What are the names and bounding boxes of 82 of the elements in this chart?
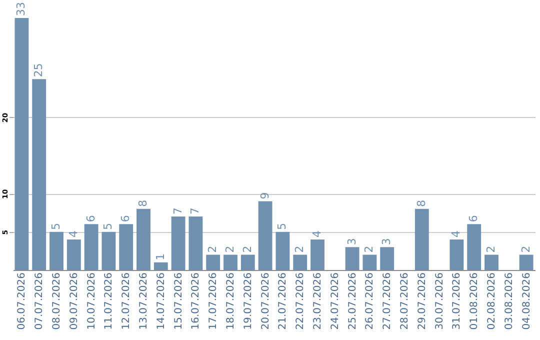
x-tick-label: 18.07.2026 — [226, 272, 236, 330]
data-label: 2 — [362, 246, 376, 253]
x-tick-label: 03.08.2026 — [504, 272, 515, 330]
x-tick-label: 17.07.2026 — [208, 272, 220, 330]
bar — [84, 224, 98, 270]
data-label: 7 — [171, 208, 184, 215]
x-tick-label: 06.07.2026 — [16, 272, 28, 330]
data-label: 4 — [310, 230, 324, 238]
bar — [206, 254, 220, 270]
x-tick-label: 12.07.2026 — [121, 272, 132, 330]
data-label: 4 — [450, 230, 463, 238]
bar — [450, 239, 464, 270]
x-tick-label: 11.07.2026 — [104, 272, 115, 330]
bar — [171, 216, 186, 270]
bar — [119, 224, 134, 270]
bar — [276, 232, 290, 270]
bar — [14, 18, 29, 270]
x-tick-label: 20.07.2026 — [260, 272, 272, 330]
x-tick-label: 16.07.2026 — [190, 272, 202, 330]
data-label: 6 — [119, 215, 132, 222]
bar — [66, 239, 81, 270]
bar — [362, 254, 377, 270]
data-label: 2 — [484, 246, 498, 253]
bar — [380, 247, 394, 270]
data-label: 1 — [154, 253, 167, 260]
x-tick-label: 29.07.2026 — [416, 272, 428, 330]
x-tick-label: 15.07.2026 — [173, 272, 184, 330]
bar — [188, 216, 203, 270]
x-tick-label: 23.07.2026 — [312, 272, 324, 330]
bar — [32, 79, 46, 270]
data-label: 2 — [206, 246, 220, 253]
x-tick-label: 04.08.2026 — [521, 272, 532, 330]
bar — [154, 262, 168, 270]
x-tick-label: 13.07.2026 — [138, 272, 150, 330]
bar — [293, 254, 308, 270]
x-tick-label: 28.07.2026 — [400, 272, 410, 330]
data-label: 25 — [32, 63, 46, 78]
data-label: 7 — [188, 208, 202, 215]
x-tick-label: 02.08.2026 — [486, 272, 498, 330]
data-label: 8 — [136, 200, 150, 207]
x-tick-label: 26.07.2026 — [364, 272, 376, 330]
data-label: 5 — [50, 222, 62, 230]
bar — [519, 254, 534, 270]
bar — [484, 254, 498, 270]
x-tick-label: 08.07.2026 — [52, 272, 62, 330]
x-tick-label: 10.07.2026 — [86, 272, 98, 330]
x-tick-label: 21.07.2026 — [278, 272, 289, 330]
bar — [467, 224, 482, 270]
data-label: 6 — [467, 215, 480, 222]
bar — [345, 247, 360, 270]
x-tick-label: 25.07.2026 — [347, 272, 358, 330]
x-tick-label: 22.07.2026 — [295, 272, 306, 330]
x-tick-label: 31.07.2026 — [452, 272, 463, 330]
bar — [258, 201, 272, 270]
x-tick-label: 14.07.2026 — [156, 272, 167, 330]
x-tick-label: 30.07.2026 — [434, 272, 446, 330]
x-tick-label: 07.07.2026 — [34, 272, 46, 330]
bar — [102, 232, 116, 270]
bar — [50, 232, 64, 270]
bar — [414, 208, 429, 270]
data-label: 2 — [519, 246, 532, 253]
bar — [240, 254, 255, 270]
data-label: 6 — [84, 215, 98, 222]
x-tick-label: 19.07.2026 — [242, 272, 254, 330]
bar — [224, 254, 238, 270]
data-label: 2 — [293, 246, 306, 253]
bar — [310, 239, 324, 270]
data-label: 5 — [276, 222, 289, 230]
x-tick-label: 01.08.2026 — [469, 272, 480, 330]
x-tick-label: 24.07.2026 — [330, 272, 341, 330]
x-tick-label: 27.07.2026 — [382, 272, 394, 330]
data-label: 3 — [345, 238, 358, 246]
data-label: 5 — [102, 222, 115, 230]
data-label: 9 — [258, 192, 272, 200]
data-label: 8 — [414, 200, 428, 207]
x-tick-label: 09.07.2026 — [68, 272, 80, 330]
data-label: 2 — [224, 246, 236, 253]
bar — [136, 208, 150, 270]
data-label: 3 — [380, 238, 394, 246]
data-label: 33 — [14, 2, 28, 16]
data-label: 4 — [66, 230, 80, 238]
data-label: 2 — [240, 246, 254, 253]
